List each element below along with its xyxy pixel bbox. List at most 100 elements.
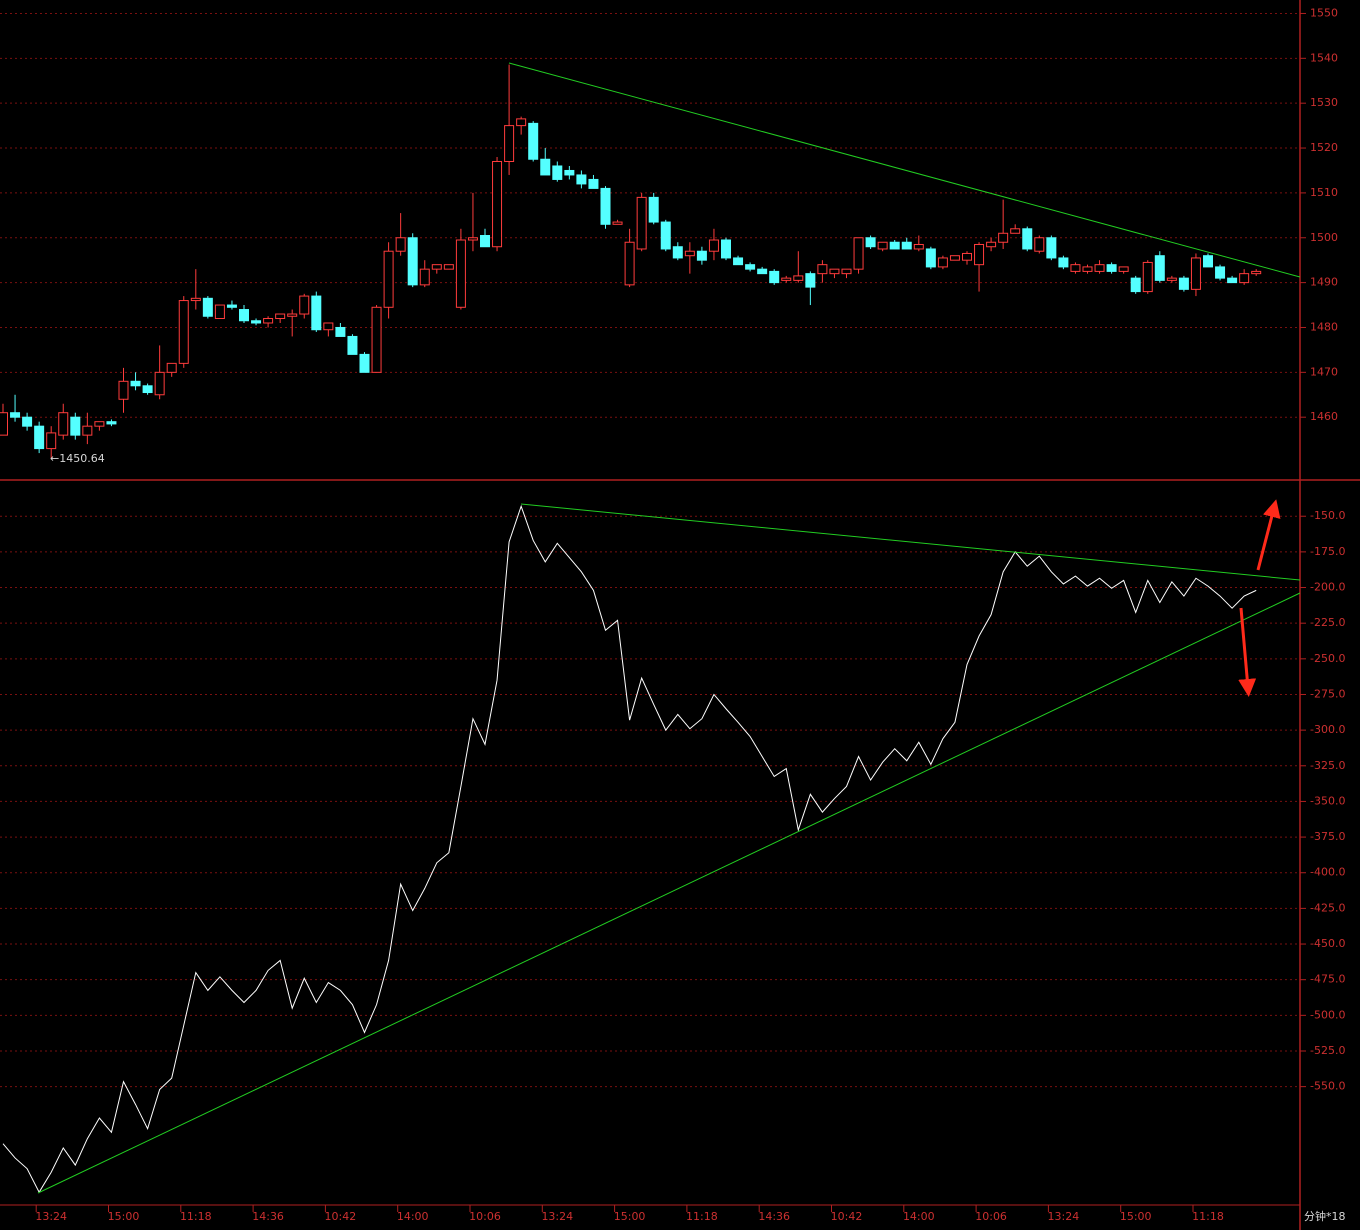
candle-body xyxy=(889,241,900,250)
candle-body xyxy=(721,239,731,259)
y-tick-label: -500.0 xyxy=(1310,1008,1345,1021)
candle-body xyxy=(58,412,69,436)
y-tick-label: -150.0 xyxy=(1310,509,1345,522)
candle-body xyxy=(323,322,334,331)
y-tick-label: -275.0 xyxy=(1310,687,1345,700)
candle-body xyxy=(696,250,707,261)
period-label: 分钟*18 xyxy=(1304,1209,1346,1223)
x-tick-label: 13:24 xyxy=(1048,1210,1080,1223)
trend-line xyxy=(508,62,1301,278)
candle-body xyxy=(925,248,936,268)
candle-body xyxy=(672,246,683,259)
candle-body xyxy=(962,252,972,261)
x-tick-label: 14:36 xyxy=(252,1210,284,1223)
x-tick-label: 10:06 xyxy=(469,1210,501,1223)
candle-body xyxy=(226,304,237,308)
candle-body xyxy=(1082,266,1093,272)
candle-body xyxy=(986,241,997,248)
candle-body xyxy=(793,275,804,281)
x-tick-label: 11:18 xyxy=(1192,1210,1224,1223)
y-tick-label: 1460 xyxy=(1310,410,1338,423)
candle-body xyxy=(1106,264,1117,272)
candle-body xyxy=(540,158,551,176)
candle-body xyxy=(708,239,719,252)
arrow-down xyxy=(1238,607,1257,697)
candle-body xyxy=(467,237,478,241)
x-tick-label: 13:24 xyxy=(35,1210,67,1223)
candle-body xyxy=(1166,277,1177,281)
x-tick-label: 10:42 xyxy=(325,1210,357,1223)
x-tick-label: 15:00 xyxy=(108,1210,140,1223)
candle-body xyxy=(443,264,454,270)
candle-body xyxy=(335,326,346,337)
candle-body xyxy=(564,169,575,176)
candle-body xyxy=(0,412,8,436)
candle-body xyxy=(817,264,828,275)
y-tick-label: 1500 xyxy=(1310,231,1338,244)
candle-body xyxy=(371,306,382,373)
x-tick-label: 15:00 xyxy=(1120,1210,1152,1223)
x-tick-label: 11:18 xyxy=(686,1210,718,1223)
candle-body xyxy=(395,237,406,252)
candle-body xyxy=(383,250,394,308)
candle-body xyxy=(214,304,225,320)
trend-line xyxy=(520,503,1301,581)
arrow-up xyxy=(1256,499,1281,571)
candle-body xyxy=(636,196,647,250)
candle-body xyxy=(359,353,370,373)
candle-body xyxy=(34,425,45,450)
x-tick-label: 11:18 xyxy=(180,1210,212,1223)
candle-body xyxy=(46,432,57,450)
candle-body xyxy=(263,318,274,324)
candle-body xyxy=(455,239,466,308)
y-tick-label: 1490 xyxy=(1310,276,1338,289)
candle-body xyxy=(937,257,948,268)
y-tick-label: -175.0 xyxy=(1310,545,1345,558)
x-tick-label: 15:00 xyxy=(614,1210,646,1223)
x-tick-label: 10:42 xyxy=(831,1210,863,1223)
low-annotation: ←1450.64 xyxy=(50,452,105,465)
candle-body xyxy=(82,425,93,436)
candle-body xyxy=(407,237,418,286)
candle-body xyxy=(516,118,527,127)
candle-body xyxy=(745,264,756,270)
candle-body xyxy=(805,273,816,288)
candle-body xyxy=(154,371,165,396)
candle-body xyxy=(974,243,985,266)
candle-body xyxy=(612,221,623,225)
candle-body xyxy=(1142,261,1153,293)
candle-body xyxy=(1251,270,1262,275)
y-tick-label: 1550 xyxy=(1310,6,1338,19)
candle-body xyxy=(118,380,129,400)
candle-body xyxy=(624,241,635,286)
y-tick-label: -300.0 xyxy=(1310,723,1345,736)
candle-body xyxy=(660,221,671,250)
candle-body xyxy=(190,297,201,302)
candle-body xyxy=(239,309,249,322)
candle-body xyxy=(287,313,298,317)
candle-body xyxy=(178,300,189,364)
y-tick-label: -350.0 xyxy=(1310,794,1345,807)
y-tick-label: -250.0 xyxy=(1310,652,1345,665)
candle-body xyxy=(841,268,852,275)
line xyxy=(2,504,1257,1194)
candle-body xyxy=(94,421,105,427)
candle-body xyxy=(1227,277,1238,284)
candle-body xyxy=(877,241,888,250)
y-tick-label: -550.0 xyxy=(1310,1080,1345,1093)
y-tick-label: -475.0 xyxy=(1310,973,1345,986)
y-tick-label: 1520 xyxy=(1310,141,1338,154)
candle-body xyxy=(251,320,262,324)
y-tick-label: -525.0 xyxy=(1310,1044,1345,1057)
candle-body xyxy=(1058,257,1069,268)
y-tick-label: -450.0 xyxy=(1310,937,1345,950)
candle-body xyxy=(1215,266,1226,279)
x-tick-label: 14:36 xyxy=(758,1210,790,1223)
candle-body xyxy=(347,335,358,355)
candle-body xyxy=(70,416,81,436)
y-tick-label: -225.0 xyxy=(1310,616,1345,629)
candle-body xyxy=(829,268,840,275)
y-tick-label: 1530 xyxy=(1310,96,1338,109)
candle-body xyxy=(480,235,490,248)
